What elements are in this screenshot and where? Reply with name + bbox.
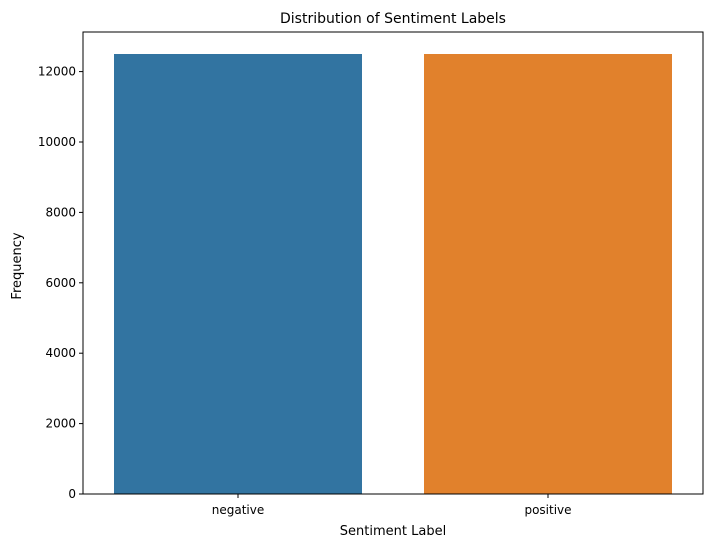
y-tick-label: 4000 bbox=[45, 346, 76, 360]
plot-frame bbox=[82, 31, 704, 495]
y-tick-label: 12000 bbox=[38, 65, 76, 79]
x-axis-label: Sentiment Label bbox=[340, 524, 446, 539]
y-tick-label: 0 bbox=[68, 487, 76, 501]
bar-positive bbox=[424, 54, 672, 494]
x-tick-label: negative bbox=[212, 503, 264, 517]
y-tick-label: 6000 bbox=[45, 276, 76, 290]
y-tick-label: 8000 bbox=[45, 205, 76, 219]
y-tick-label: 10000 bbox=[38, 135, 76, 149]
x-axis: negative positive bbox=[212, 494, 572, 517]
y-axis-label: Frequency bbox=[10, 232, 25, 299]
x-tick-label: positive bbox=[524, 503, 571, 517]
bars-layer bbox=[114, 54, 672, 494]
y-axis: 0 2000 4000 6000 8000 10000 12000 bbox=[38, 65, 83, 501]
chart-title: Distribution of Sentiment Labels bbox=[280, 11, 506, 27]
y-tick-label: 2000 bbox=[45, 417, 76, 431]
bar-negative bbox=[114, 54, 362, 494]
